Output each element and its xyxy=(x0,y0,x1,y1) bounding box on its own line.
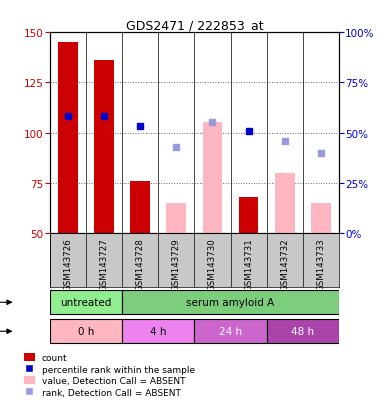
Text: GSM143728: GSM143728 xyxy=(136,237,145,290)
Bar xyxy=(203,123,223,233)
Text: serum amyloid A: serum amyloid A xyxy=(186,297,275,308)
Legend: count, percentile rank within the sample, value, Detection Call = ABSENT, rank, : count, percentile rank within the sample… xyxy=(24,354,195,396)
Bar xyxy=(58,43,78,233)
Bar xyxy=(275,173,295,233)
Bar xyxy=(94,61,114,233)
Text: GSM143733: GSM143733 xyxy=(316,237,325,290)
Text: 0 h: 0 h xyxy=(78,326,94,337)
Text: GSM143731: GSM143731 xyxy=(244,237,253,290)
Bar xyxy=(131,181,150,233)
Bar xyxy=(311,203,331,233)
FancyBboxPatch shape xyxy=(122,319,194,344)
Bar xyxy=(166,203,186,233)
Text: untreated: untreated xyxy=(60,297,112,308)
FancyBboxPatch shape xyxy=(50,319,122,344)
FancyBboxPatch shape xyxy=(50,290,122,315)
FancyBboxPatch shape xyxy=(266,319,339,344)
Title: GDS2471 / 222853_at: GDS2471 / 222853_at xyxy=(126,19,263,32)
Text: GSM143729: GSM143729 xyxy=(172,237,181,290)
Text: 4 h: 4 h xyxy=(150,326,167,337)
Text: GSM143727: GSM143727 xyxy=(100,237,109,290)
FancyBboxPatch shape xyxy=(194,319,266,344)
Text: GSM143730: GSM143730 xyxy=(208,237,217,290)
Text: GSM143732: GSM143732 xyxy=(280,237,289,290)
FancyBboxPatch shape xyxy=(122,290,339,315)
Bar xyxy=(239,197,258,233)
Text: 24 h: 24 h xyxy=(219,326,242,337)
Text: GSM143726: GSM143726 xyxy=(64,237,73,290)
Text: 48 h: 48 h xyxy=(291,326,314,337)
